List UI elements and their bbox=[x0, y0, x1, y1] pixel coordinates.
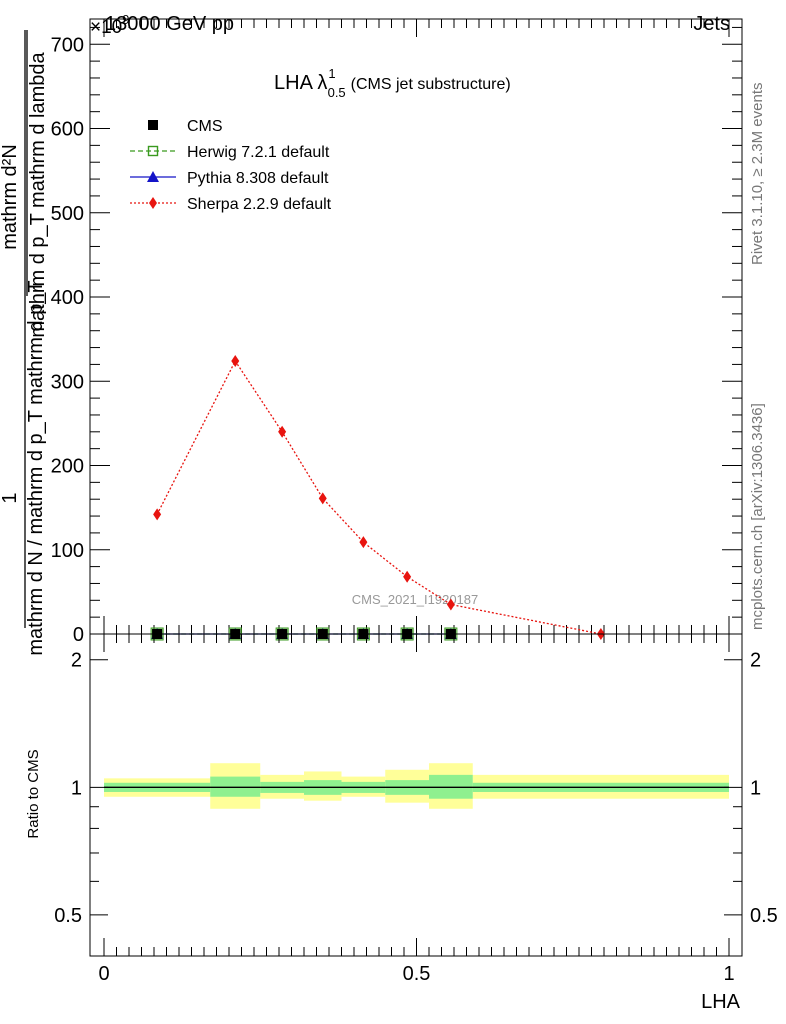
chart-title-note: (CMS jet substructure) bbox=[351, 76, 511, 93]
main-frame bbox=[89, 18, 743, 635]
main-y-tick-label: 600 bbox=[51, 119, 84, 141]
ratio-y-tick-label-right: 1 bbox=[750, 777, 761, 799]
chart-watermark: CMS_2021_I1920187 bbox=[352, 592, 479, 607]
x-tick-label: 0 bbox=[98, 963, 109, 985]
main-y-tick-label: 300 bbox=[51, 371, 84, 393]
data-point-sherpa bbox=[278, 425, 287, 438]
data-point-sherpa bbox=[359, 536, 368, 549]
ratio-axis-ticks bbox=[90, 634, 742, 956]
x-axis-label: LHA bbox=[701, 991, 741, 1013]
main-y-tick-label: 500 bbox=[51, 203, 84, 225]
ratio-y-tick-label-left: 1 bbox=[71, 777, 82, 799]
x-tick-label: 1 bbox=[723, 963, 734, 985]
ratio-y-tick-label-right: 0.5 bbox=[750, 905, 778, 927]
main-y-tick-label: 100 bbox=[51, 540, 84, 562]
main-y-axis-label: 1 mathrm d N / mathrm d p_T mathrm d p_T… bbox=[0, 30, 49, 656]
mcplots-label: mcplots.cern.ch [arXiv:1306.3436] bbox=[749, 403, 766, 630]
ratio-y-label: Ratio to CMS bbox=[25, 749, 42, 838]
legend-label: Herwig 7.2.1 default bbox=[187, 144, 330, 161]
data-point-sherpa bbox=[446, 598, 455, 611]
main-y-tick-labels: 0 100 200 300 400 500 600 700 bbox=[51, 34, 84, 646]
ylabel-one: 1 bbox=[0, 492, 21, 503]
ratio-bands bbox=[104, 763, 729, 809]
ratio-frame bbox=[89, 633, 743, 957]
ylabel-fraction-numerator: mathrm d²N bbox=[0, 144, 21, 250]
ratio-y-tick-label-left: 0.5 bbox=[54, 905, 82, 927]
ratio-y-tick-label-left: 2 bbox=[71, 650, 82, 672]
chart-title-sup: 1 bbox=[328, 66, 335, 81]
series-line-sherpa bbox=[156, 359, 602, 635]
legend-label: Pythia 8.308 default bbox=[187, 170, 329, 187]
main-axis-ticks bbox=[90, 19, 742, 635]
jets-label: Jets bbox=[693, 13, 730, 35]
main-y-tick-label: 200 bbox=[51, 456, 84, 478]
legend-marker bbox=[147, 145, 159, 157]
data-point-sherpa bbox=[403, 570, 412, 583]
ylabel-fraction-denominator: mathrm d p_T mathrm d lambda bbox=[27, 51, 49, 337]
data-point-sherpa bbox=[318, 492, 327, 505]
legend-marker bbox=[149, 197, 157, 209]
x-tick-label: 0.5 bbox=[403, 963, 431, 985]
data-point-sherpa bbox=[153, 508, 162, 521]
ylabel-denominator: mathrm d N / mathrm d p_T mathrm d p_T bbox=[25, 280, 47, 655]
ratio-panel: 0.5 0.51 12 2 0 0.5 1 Ratio to CMS LHA bbox=[25, 633, 778, 1013]
rivet-label: Rivet 3.1.10, ≥ 2.3M events bbox=[749, 83, 766, 266]
legend-marker bbox=[148, 120, 158, 130]
chart-title-sub: 0.5 bbox=[328, 85, 346, 100]
main-y-tick-label: 400 bbox=[51, 287, 84, 309]
ratio-y-tick-labels: 0.5 0.5 1 1 2 2 bbox=[54, 650, 778, 927]
main-y-tick-label: 0 bbox=[73, 624, 84, 646]
chart-title: LHA λ1 0.5 (CMS jet substructure) bbox=[274, 66, 511, 100]
main-panel: 0 100 200 300 400 500 600 700 CMS_2021_I1920187… bbox=[51, 18, 743, 646]
ratio-x-tick-labels: 0 0.5 1 bbox=[98, 963, 734, 985]
main-y-tick-label: 700 bbox=[51, 34, 84, 56]
chart-title-main: LHA λ bbox=[274, 72, 327, 94]
legend-label: CMS bbox=[187, 118, 223, 135]
data-point-sherpa bbox=[231, 355, 240, 368]
legend: CMS Herwig 7.2.1 default Pythia 8.308 defa… bbox=[130, 118, 332, 213]
ratio-y-tick-label-right: 2 bbox=[750, 650, 761, 672]
legend-marker bbox=[147, 171, 159, 182]
legend-label: Sherpa 2.2.9 default bbox=[187, 196, 332, 213]
